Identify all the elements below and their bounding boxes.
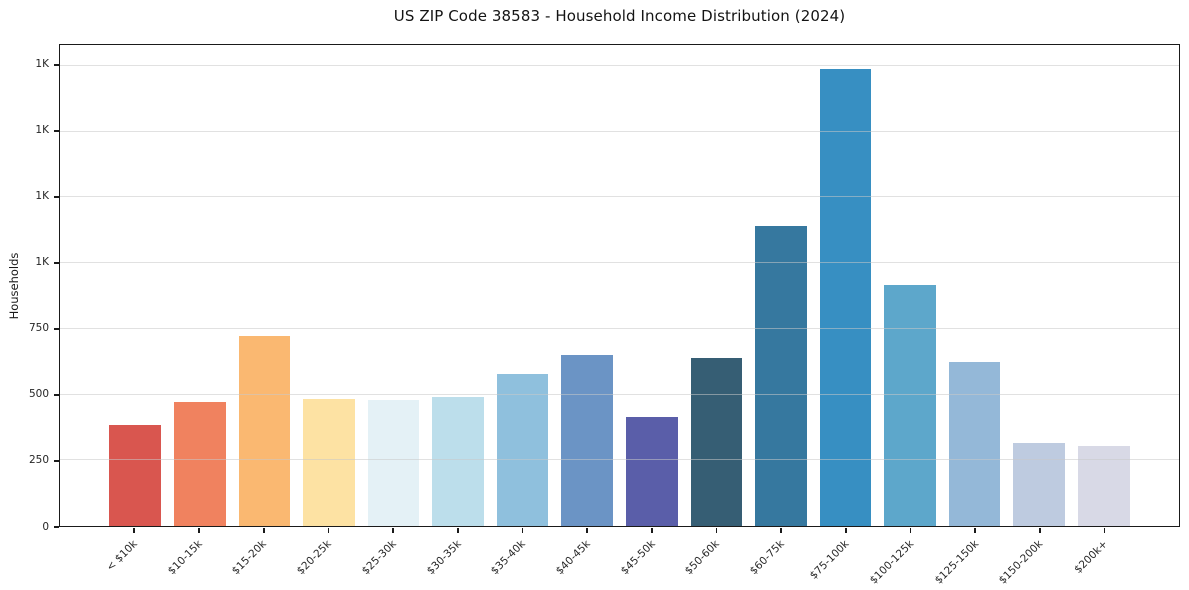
bar-slot [749,45,814,526]
bar-slot [232,45,297,526]
bar-slot [620,45,685,526]
bar-slot [297,45,362,526]
y-axis: 0 250 500 750 1K 1K 1K 1K [0,44,59,533]
x-tick-label: < $10k [104,538,140,574]
y-tick-mark [54,64,59,66]
x-tick-mark [262,528,265,533]
plot-area [59,44,1180,527]
bar-slot [555,45,620,526]
x-tick-mark [586,528,588,533]
y-tick-mark [54,526,59,528]
bar-6 [432,397,484,526]
bar-4 [303,398,355,526]
bar-8 [561,354,614,526]
bar-slot [490,45,555,526]
x-tick-mark [198,528,200,533]
x-tick-label: $150-200k [996,538,1046,587]
y-tick-label: 1K [35,190,49,203]
y-tick-label: 1K [35,58,49,71]
bar-13 [884,284,936,526]
chart-title: US ZIP Code 38583 - Household Income Dis… [393,7,846,25]
x-tick-label: $15-20k [230,538,270,578]
bar-15 [1013,443,1065,526]
y-tick-label: 250 [28,454,49,467]
y-tick-mark [54,262,59,264]
bar-slot [168,45,233,526]
y-tick-mark [54,460,59,462]
x-tick-label: $10-15k [165,538,205,578]
bar-slot [684,45,749,526]
bar-slot [1071,45,1136,526]
x-axis: < $10k $10-15k $15-20k $20-25k $25-30k $30-35… [59,527,1180,590]
bar-slot [426,45,491,526]
bar-10 [690,358,743,526]
y-tick-mark [54,130,59,132]
x-tick-label: $50-60k [682,538,723,578]
bar-slot [1007,45,1072,526]
bar-slot [878,45,943,526]
bar-12 [819,69,872,526]
y-tick-label: 750 [28,322,49,335]
bar-11 [755,226,807,526]
x-tick-mark [909,528,912,533]
y-tick-mark [54,394,59,396]
bar-5 [367,400,420,526]
bar-2 [174,401,226,526]
y-tick-label: 500 [28,388,49,401]
x-tick-mark [974,528,977,533]
bar-slot [942,45,1007,526]
bar-slot [103,45,168,526]
y-tick-label: 0 [42,520,49,533]
y-tick-label: 1K [35,256,49,269]
bar-7 [496,374,549,526]
x-tick-label: $35-40k [488,538,528,578]
x-tick-label: $25-30k [359,538,399,578]
x-tick-label: $60-75k [747,538,787,578]
x-tick-mark [715,528,718,533]
x-tick-label: $125-150k [932,538,981,587]
bar-slot [813,45,878,526]
x-tick-label: $100-125k [867,538,917,587]
x-tick-mark [133,528,136,533]
x-tick-mark [780,528,783,533]
x-tick-mark [521,528,524,533]
x-tick-mark [845,528,847,533]
bar-3 [238,336,291,526]
x-tick-mark [650,528,653,533]
bar-16 [1077,445,1130,526]
x-tick-label: $40-45k [553,538,593,578]
x-tick-mark [1103,528,1106,533]
bar-slot [361,45,426,526]
x-tick-mark [456,528,459,533]
x-tick-label: $20-25k [294,538,334,578]
x-tick-label: $45-50k [618,538,658,578]
bar-14 [948,361,1001,526]
x-tick-label: $200k+ [1072,538,1111,576]
x-tick-mark [327,528,330,533]
x-tick-label: $75-100k [807,538,852,582]
bars-container [60,45,1179,526]
x-tick-label: $30-35k [424,538,464,578]
bar-9 [625,416,678,526]
y-tick-mark [54,328,59,330]
y-tick-label: 1K [35,124,49,137]
bar-1 [109,424,162,526]
y-tick-mark [54,196,59,198]
x-tick-mark [1039,528,1041,533]
x-tick-mark [392,528,394,533]
